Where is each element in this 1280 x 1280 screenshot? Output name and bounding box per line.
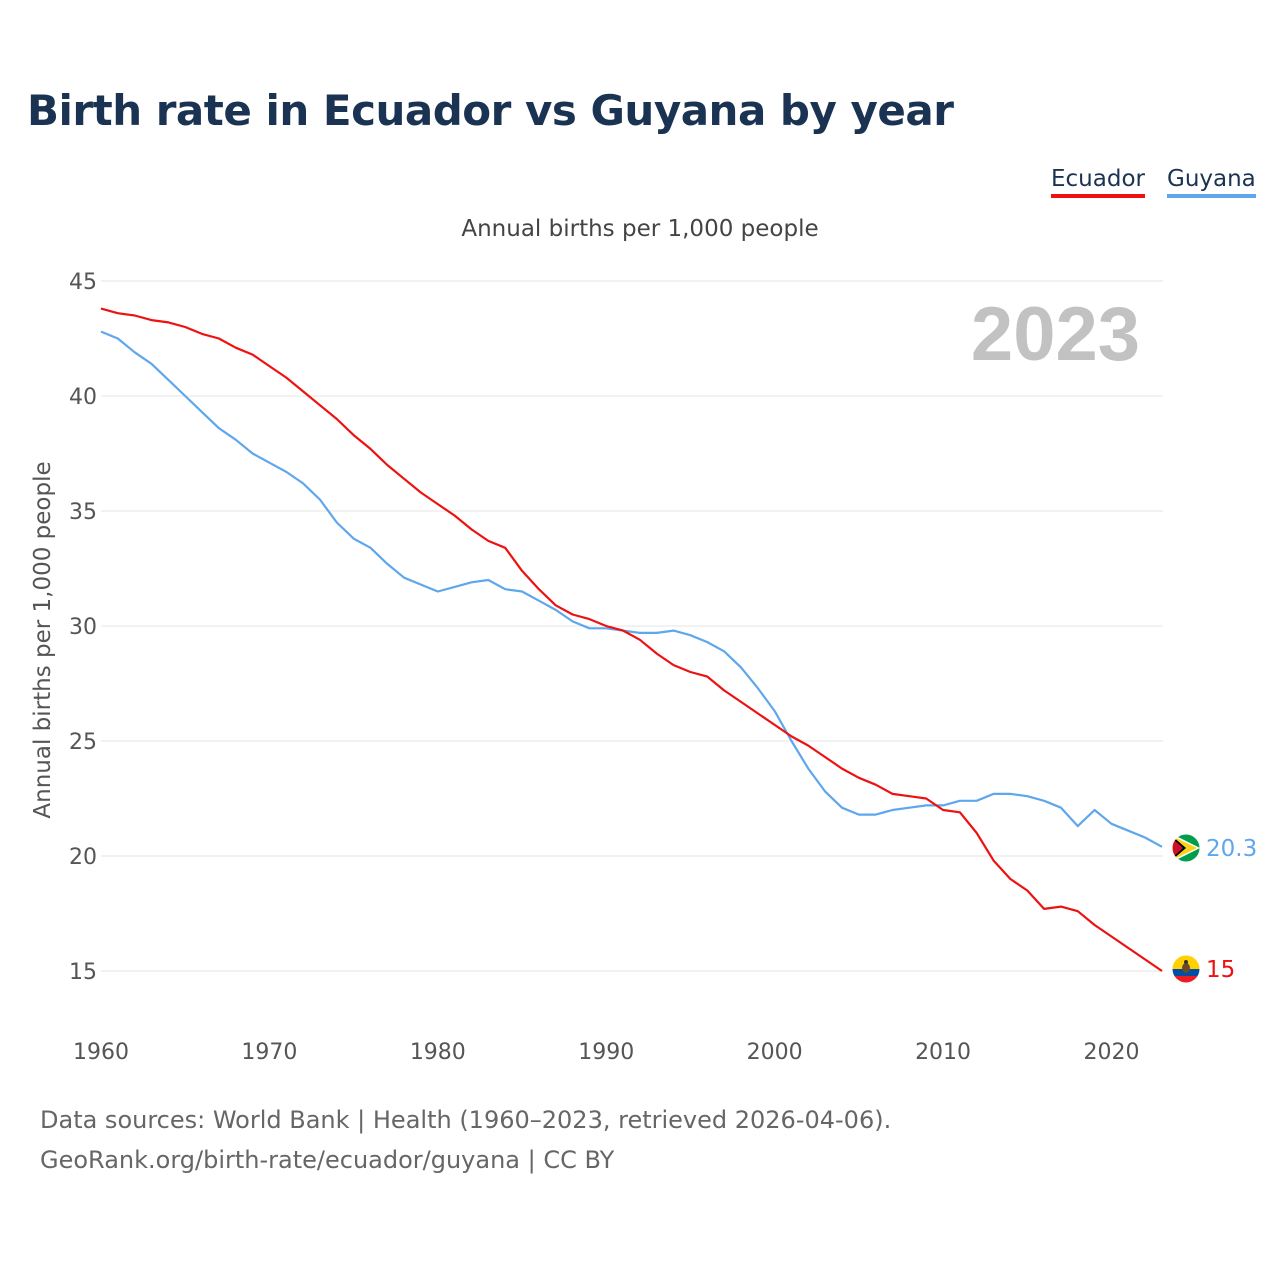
y-tick-label: 40 [69,385,97,410]
data-sources-note: Data sources: World Bank | Health (1960–… [40,1106,892,1134]
guyana-end-value-label: 20.3 [1206,836,1257,862]
x-tick-label: 2000 [747,1040,803,1065]
x-tick-label: 1960 [73,1040,129,1065]
x-tick-label: 1980 [410,1040,466,1065]
ecuador-flag-icon [1171,954,1201,984]
y-axis-title: Annual births per 1,000 people [30,461,56,818]
year-watermark: 2023 [971,292,1140,377]
y-tick-label: 45 [69,270,97,295]
series-line-ecuador[interactable] [100,307,1163,972]
y-tick-label: 25 [69,730,97,755]
x-tick-label: 2010 [915,1040,971,1065]
ecuador-end-value-label: 15 [1206,957,1235,983]
x-tick-label: 1970 [241,1040,297,1065]
y-tick-label: 35 [69,500,97,525]
y-tick-label: 15 [69,960,97,985]
legend-item-ecuador[interactable]: Ecuador [1051,166,1145,198]
credit-link[interactable]: GeoRank.org/birth-rate/ecuador/guyana | … [40,1146,615,1174]
series-line-guyana[interactable] [100,330,1163,848]
y-tick-label: 20 [69,845,97,870]
chart-subtitle: Annual births per 1,000 people [461,216,819,242]
x-tick-label: 1990 [578,1040,634,1065]
chart-title: Birth rate in Ecuador vs Guyana by year [27,86,954,135]
legend-item-guyana[interactable]: Guyana [1167,166,1256,198]
x-tick-label: 2020 [1083,1040,1139,1065]
guyana-flag-icon [1171,833,1201,863]
y-tick-label: 30 [69,615,97,640]
